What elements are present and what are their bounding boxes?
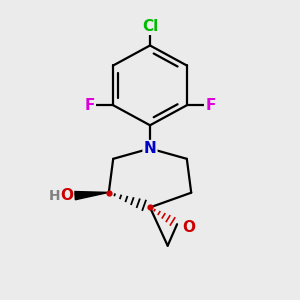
Text: H: H xyxy=(49,189,61,202)
Text: F: F xyxy=(85,98,95,113)
Text: Cl: Cl xyxy=(142,19,158,34)
Text: O: O xyxy=(182,220,195,235)
Polygon shape xyxy=(75,191,109,200)
Text: O: O xyxy=(61,188,74,203)
Text: F: F xyxy=(205,98,215,113)
Text: N: N xyxy=(144,141,156,156)
